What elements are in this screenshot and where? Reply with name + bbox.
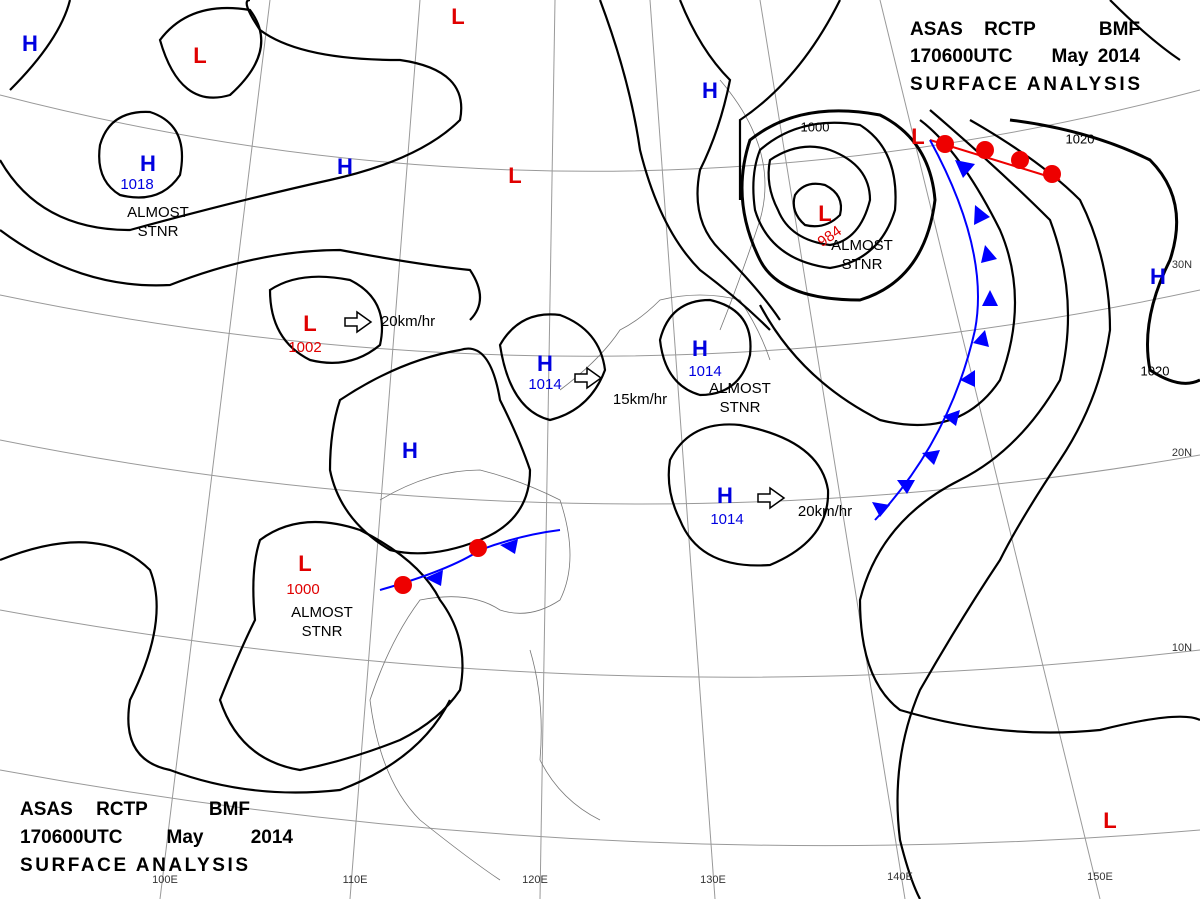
latitude-label: 10N xyxy=(1172,642,1192,654)
center-symbol: L xyxy=(298,551,311,576)
annotation: 20km/hr xyxy=(381,313,435,330)
annotation: 20km/hr xyxy=(798,503,852,520)
center-symbol: H xyxy=(717,483,733,508)
center-symbol: H xyxy=(692,336,708,361)
center-symbol: L xyxy=(1103,808,1116,833)
longitude-label: 100E xyxy=(152,874,178,886)
isobar-label: 1020 xyxy=(1066,131,1095,146)
center-symbol: H xyxy=(537,351,553,376)
center-symbol: H xyxy=(337,154,353,179)
center-symbol: L xyxy=(508,163,521,188)
center-pressure: 1002 xyxy=(288,339,321,356)
header-text: RCTP xyxy=(96,799,148,820)
header-text: ASAS xyxy=(910,19,963,40)
longitude-label: 150E xyxy=(1087,871,1113,883)
center-pressure: 1014 xyxy=(528,376,561,393)
longitude-label: 140E xyxy=(887,871,913,883)
annotation: ALMOST STNR xyxy=(291,604,353,640)
center-pressure: 1014 xyxy=(688,363,721,380)
latitude-label: 20N xyxy=(1172,447,1192,459)
annotation: ALMOST STNR xyxy=(127,204,189,240)
latitude-label: 30N xyxy=(1172,259,1192,271)
annotation: ALMOST STNR xyxy=(709,380,771,416)
header-text: May xyxy=(1052,46,1089,67)
center-symbol: L xyxy=(451,4,464,29)
annotation: ALMOST STNR xyxy=(831,237,893,273)
motion-arrows xyxy=(344,310,786,510)
header-text: RCTP xyxy=(984,19,1036,40)
header-bottom: ASAS RCTP BMF 170600UTC May 2014 SURFACE… xyxy=(20,799,293,876)
center-symbol: L xyxy=(303,311,316,336)
header-text: 2014 xyxy=(251,827,294,848)
isobar-label: 1000 xyxy=(801,119,830,134)
header-text: BMF xyxy=(1099,19,1140,40)
center-symbol: H xyxy=(22,31,38,56)
center-symbol: H xyxy=(402,438,418,463)
center-symbol: H xyxy=(702,78,718,103)
longitude-label: 110E xyxy=(343,874,368,886)
header-text: May xyxy=(167,827,204,848)
center-pressure: 1000 xyxy=(286,581,319,598)
header-text: 170600UTC xyxy=(20,827,123,848)
header-text: BMF xyxy=(209,799,250,820)
center-symbol: L xyxy=(193,43,206,68)
center-pressure: 1018 xyxy=(120,176,153,193)
center-symbol: L xyxy=(911,124,924,149)
center-symbol: H xyxy=(140,151,156,176)
header-text: 2014 xyxy=(1098,46,1141,67)
header-text: 170600UTC xyxy=(910,46,1013,67)
fronts xyxy=(379,135,1061,594)
longitude-label: 120E xyxy=(522,874,548,886)
isobar-label: 1020 xyxy=(1141,363,1170,378)
header-text: ASAS xyxy=(20,799,73,820)
center-pressure: 1014 xyxy=(710,511,743,528)
center-symbol: L xyxy=(818,201,831,226)
center-symbol: H xyxy=(1150,264,1166,289)
longitude-label: 130E xyxy=(700,874,726,886)
annotation: 15km/hr xyxy=(613,391,667,408)
